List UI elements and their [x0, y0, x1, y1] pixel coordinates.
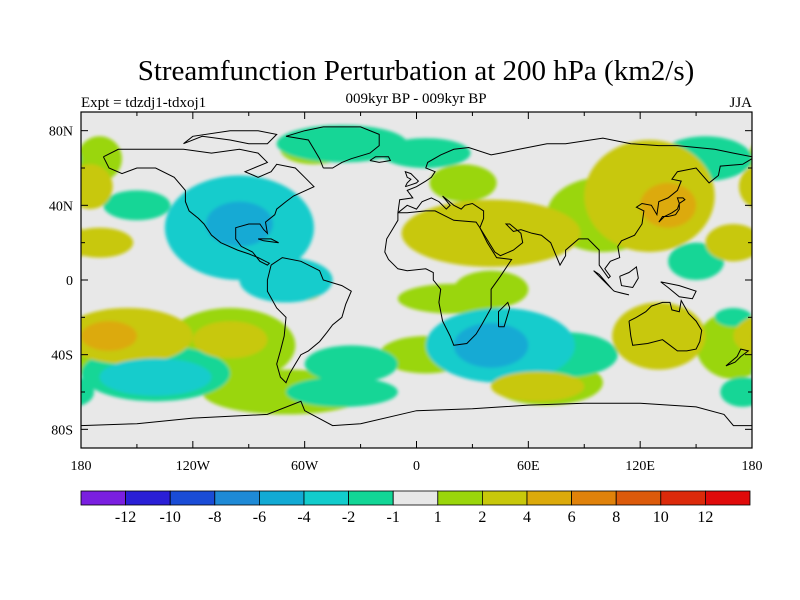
x-tick-label: 180 — [742, 459, 763, 474]
coastline — [628, 299, 703, 352]
x-tick-label: 120W — [176, 459, 211, 474]
coastline — [498, 301, 511, 328]
axis-ticks: 180 120W 60W 0 60E 120E 180 80N 40N 0 40S 80S — [49, 112, 763, 474]
coastline — [397, 158, 752, 279]
coastline — [397, 137, 752, 213]
period-label: 009kyr BP - 009kyr BP — [345, 91, 486, 107]
coastline — [613, 290, 630, 296]
x-tick-label: 0 — [413, 459, 420, 474]
y-tick-label: 80S — [51, 423, 73, 438]
anomaly-region — [44, 308, 81, 327]
colorbar-label: -12 — [115, 509, 136, 526]
x-tick-label: 60E — [517, 459, 540, 474]
coastline — [266, 257, 352, 384]
colorbar-swatch — [571, 490, 617, 506]
anomaly-region — [81, 164, 113, 210]
colorbar-swatch — [437, 490, 483, 506]
anomaly-region — [81, 321, 137, 351]
coastline — [384, 210, 513, 346]
colorbar-label: -1 — [387, 509, 400, 526]
x-tick-label: 60W — [291, 459, 319, 474]
coastline — [81, 400, 752, 427]
colorbar-swatch — [615, 490, 662, 506]
anomaly-region — [397, 283, 510, 314]
colorbar-label: -6 — [253, 509, 266, 526]
colorbar-swatch — [169, 490, 216, 506]
coastline — [183, 130, 278, 145]
colorbar-label: -8 — [208, 509, 221, 526]
colorbar-swatch — [392, 490, 439, 506]
colorbar-label: 10 — [653, 509, 669, 526]
colorbar-swatch — [214, 490, 260, 506]
coastline — [285, 126, 380, 169]
y-tick-label: 0 — [66, 274, 73, 289]
colorbar-swatch — [348, 490, 394, 506]
colorbar-swatch — [303, 490, 349, 506]
colorbar-swatch — [526, 490, 572, 506]
anomaly-region — [612, 302, 706, 370]
anomaly-region — [205, 201, 273, 247]
anomaly-region — [81, 228, 91, 257]
x-tick-label: 180 — [71, 459, 92, 474]
coastline — [593, 270, 615, 292]
colorbar-label: 6 — [568, 509, 576, 526]
coastline — [404, 170, 420, 188]
coastline — [725, 348, 750, 367]
anomaly-region — [752, 345, 800, 401]
anomaly-region — [429, 164, 497, 202]
anomaly-region — [276, 125, 408, 163]
y-tick-label: 40S — [51, 349, 73, 364]
anomaly-region — [99, 358, 212, 396]
colorbar-swatch — [481, 490, 528, 506]
anomaly-region — [304, 345, 398, 383]
colorbar-label: -4 — [297, 509, 310, 526]
anomaly-region — [748, 146, 752, 172]
coastline — [257, 238, 279, 244]
colorbar-label: 4 — [523, 509, 531, 526]
colorbar-swatch — [705, 490, 751, 506]
anomaly-layer — [0, 125, 800, 415]
colorbar-swatch — [660, 490, 706, 506]
colorbar-swatch — [258, 490, 305, 506]
colorbar-label: 8 — [612, 509, 620, 526]
anomaly-region — [448, 218, 516, 249]
anomaly-region — [705, 224, 752, 262]
colorbar-label: 1 — [434, 509, 442, 526]
x-tick-label: 120E — [625, 459, 655, 474]
colorbar-label: -10 — [160, 509, 181, 526]
anomaly-region — [103, 190, 171, 221]
coastline — [369, 156, 392, 163]
colorbar-swatch — [80, 490, 126, 506]
colorbar: -12 -10 -8 -6 -4 -2 -1 1 2 4 6 8 10 12 — [80, 490, 751, 526]
colorbar-label: 2 — [478, 509, 486, 526]
anomaly-region — [738, 166, 752, 208]
colorbar-label: -2 — [342, 509, 355, 526]
colorbar-label: 12 — [697, 509, 713, 526]
colorbar-swatch — [125, 490, 171, 506]
coastline — [102, 148, 315, 266]
anomaly-region — [381, 138, 471, 168]
anomaly-region — [453, 322, 529, 368]
season-label: JJA — [729, 95, 752, 111]
anomaly-region — [640, 182, 697, 228]
experiment-label: Expt = tdzdj1-tdxoj1 — [81, 95, 206, 111]
anomaly-region — [0, 136, 81, 181]
coastline — [660, 281, 697, 300]
anomaly-region — [192, 321, 268, 359]
map-area: 180 120W 60W 0 60E 120E 180 80N 40N 0 40S 80S — [0, 111, 800, 474]
y-tick-label: 40N — [49, 199, 73, 214]
y-tick-label: 80N — [49, 125, 73, 140]
coastline — [619, 266, 639, 289]
anomaly-region — [491, 371, 585, 402]
anomaly-region — [286, 377, 398, 407]
coastline — [658, 197, 686, 223]
anomaly-region — [733, 316, 752, 356]
coastlines — [81, 126, 752, 427]
anomaly-region — [81, 227, 134, 258]
chart-title: Streamfunction Perturbation at 200 hPa (… — [138, 55, 695, 87]
anomaly-region — [720, 377, 752, 407]
anomaly-region — [752, 321, 800, 351]
